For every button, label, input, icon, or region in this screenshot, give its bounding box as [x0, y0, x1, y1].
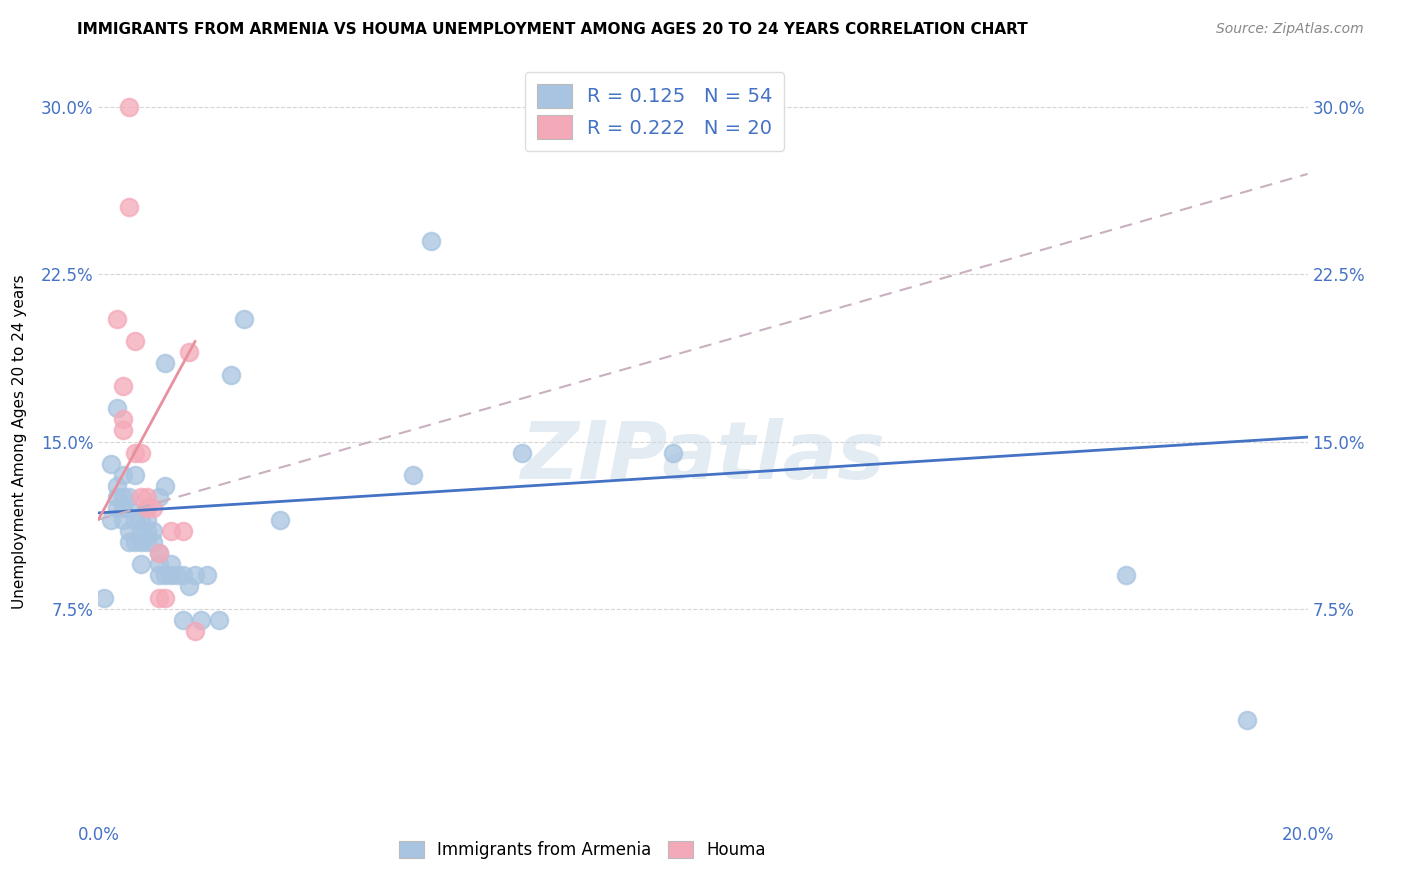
Point — [93, 591, 115, 605]
Point — [269, 512, 291, 526]
Point — [184, 624, 207, 639]
Point — [118, 524, 141, 538]
Point — [118, 100, 141, 114]
Text: Source: ZipAtlas.com: Source: ZipAtlas.com — [1216, 22, 1364, 37]
Point — [142, 535, 165, 549]
Point — [129, 512, 152, 526]
Point — [118, 501, 141, 516]
Text: ZIPatlas: ZIPatlas — [520, 417, 886, 496]
Point — [142, 501, 165, 516]
Point — [111, 512, 134, 526]
Point — [135, 512, 157, 526]
Point — [124, 467, 146, 482]
Point — [184, 568, 207, 582]
Text: IMMIGRANTS FROM ARMENIA VS HOUMA UNEMPLOYMENT AMONG AGES 20 TO 24 YEARS CORRELAT: IMMIGRANTS FROM ARMENIA VS HOUMA UNEMPLO… — [77, 22, 1028, 37]
Point — [1115, 568, 1137, 582]
Point — [118, 535, 141, 549]
Y-axis label: Unemployment Among Ages 20 to 24 years: Unemployment Among Ages 20 to 24 years — [13, 274, 27, 609]
Point — [105, 312, 128, 326]
Point — [179, 580, 201, 594]
Point — [129, 535, 152, 549]
Point — [153, 568, 176, 582]
Point — [111, 424, 134, 438]
Point — [111, 501, 134, 516]
Point — [190, 613, 212, 627]
Point — [160, 568, 183, 582]
Point — [129, 491, 152, 505]
Point — [135, 491, 157, 505]
Point — [129, 557, 152, 572]
Point — [195, 568, 218, 582]
Point — [135, 535, 157, 549]
Point — [148, 568, 170, 582]
Point — [111, 378, 134, 392]
Point — [135, 524, 157, 538]
Point — [153, 356, 176, 371]
Point — [135, 501, 157, 516]
Point — [118, 491, 141, 505]
Point — [661, 446, 683, 460]
Point — [148, 557, 170, 572]
Point — [100, 512, 122, 526]
Point — [166, 568, 188, 582]
Point — [124, 535, 146, 549]
Point — [111, 491, 134, 505]
Point — [124, 512, 146, 526]
Point — [420, 234, 443, 248]
Point — [160, 524, 183, 538]
Point — [402, 467, 425, 482]
Point — [111, 467, 134, 482]
Point — [153, 591, 176, 605]
Point — [105, 401, 128, 416]
Point — [153, 479, 176, 493]
Point — [105, 479, 128, 493]
Point — [208, 613, 231, 627]
Point — [172, 524, 194, 538]
Legend: Immigrants from Armenia, Houma: Immigrants from Armenia, Houma — [392, 834, 772, 865]
Point — [510, 446, 533, 460]
Point — [148, 546, 170, 560]
Point — [172, 568, 194, 582]
Point — [129, 524, 152, 538]
Point — [124, 446, 146, 460]
Point — [172, 613, 194, 627]
Point — [124, 334, 146, 349]
Point — [105, 501, 128, 516]
Point — [105, 491, 128, 505]
Point — [100, 457, 122, 471]
Point — [148, 546, 170, 560]
Point — [221, 368, 243, 382]
Point — [142, 524, 165, 538]
Point — [135, 501, 157, 516]
Point — [118, 201, 141, 215]
Point — [148, 491, 170, 505]
Point — [160, 557, 183, 572]
Point — [148, 591, 170, 605]
Point — [129, 446, 152, 460]
Point — [111, 412, 134, 426]
Point — [1236, 714, 1258, 728]
Point — [232, 312, 254, 326]
Point — [179, 345, 201, 359]
